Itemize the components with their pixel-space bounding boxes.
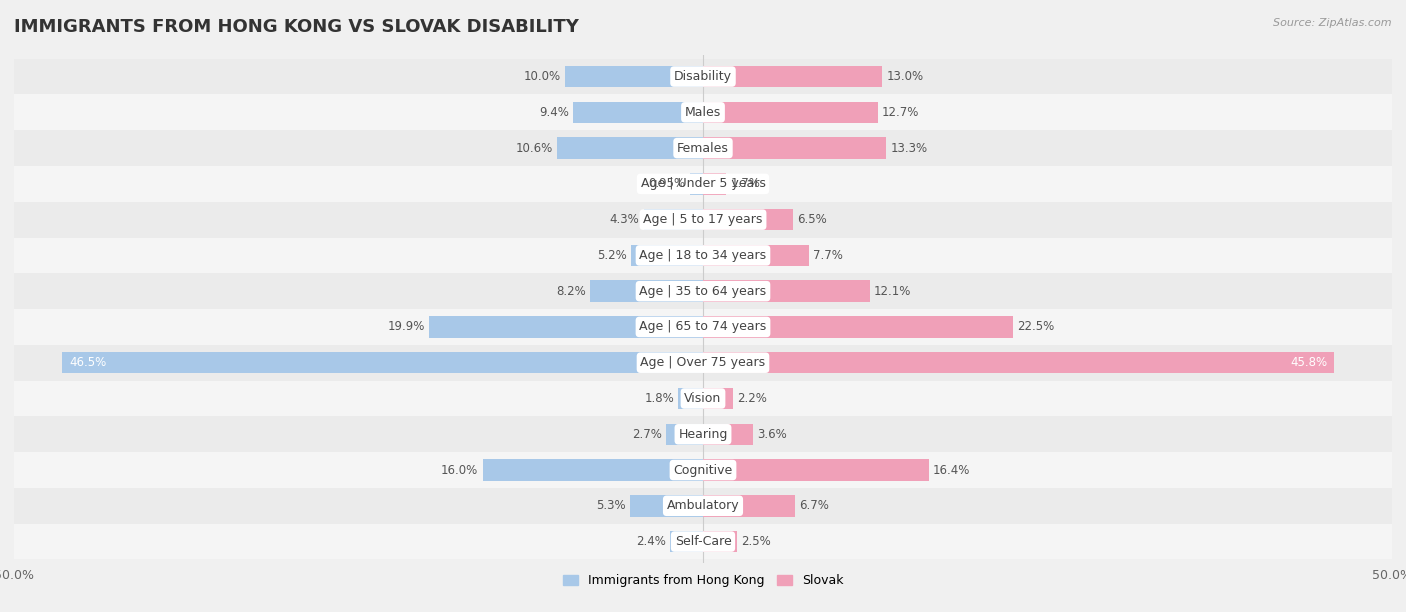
Bar [14,524,1392,559]
Text: 0.95%: 0.95% [648,177,686,190]
Bar [644,209,703,230]
Text: 2.7%: 2.7% [631,428,662,441]
Bar [14,237,1392,274]
Bar [62,352,703,373]
Bar [703,388,734,409]
Text: Hearing: Hearing [678,428,728,441]
Bar [14,345,1392,381]
Text: 5.3%: 5.3% [596,499,626,512]
Bar [14,94,1392,130]
Bar [429,316,703,338]
Bar [574,102,703,123]
Bar [666,424,703,445]
Bar [703,209,793,230]
Bar [482,459,703,481]
Text: Source: ZipAtlas.com: Source: ZipAtlas.com [1274,18,1392,28]
Text: Females: Females [678,141,728,155]
Text: 7.7%: 7.7% [813,249,844,262]
Bar [703,316,1012,338]
Bar [703,66,882,88]
Text: 4.3%: 4.3% [610,213,640,226]
Text: 10.0%: 10.0% [524,70,561,83]
Text: Age | Over 75 years: Age | Over 75 years [641,356,765,369]
Bar [631,245,703,266]
Text: 13.3%: 13.3% [890,141,928,155]
Bar [14,452,1392,488]
Text: 46.5%: 46.5% [69,356,107,369]
Text: 45.8%: 45.8% [1291,356,1327,369]
Text: 3.6%: 3.6% [756,428,786,441]
Text: 16.4%: 16.4% [934,463,970,477]
Text: 2.4%: 2.4% [636,535,666,548]
Bar [703,137,886,159]
Bar [14,274,1392,309]
Bar [14,416,1392,452]
Bar [14,309,1392,345]
Bar [14,130,1392,166]
Text: Males: Males [685,106,721,119]
Text: 1.7%: 1.7% [731,177,761,190]
Text: 22.5%: 22.5% [1017,321,1054,334]
Bar [14,381,1392,416]
Text: Age | Under 5 years: Age | Under 5 years [641,177,765,190]
Text: IMMIGRANTS FROM HONG KONG VS SLOVAK DISABILITY: IMMIGRANTS FROM HONG KONG VS SLOVAK DISA… [14,18,579,36]
Text: Vision: Vision [685,392,721,405]
Bar [690,173,703,195]
Text: 2.5%: 2.5% [741,535,772,548]
Bar [557,137,703,159]
Bar [703,531,738,552]
Bar [14,59,1392,94]
Text: 8.2%: 8.2% [557,285,586,297]
Text: 9.4%: 9.4% [540,106,569,119]
Bar [703,245,808,266]
Bar [14,202,1392,237]
Text: Age | 35 to 64 years: Age | 35 to 64 years [640,285,766,297]
Text: Age | 18 to 34 years: Age | 18 to 34 years [640,249,766,262]
Bar [703,102,877,123]
Text: 6.7%: 6.7% [800,499,830,512]
Text: 12.1%: 12.1% [875,285,911,297]
Text: 5.2%: 5.2% [598,249,627,262]
Text: Cognitive: Cognitive [673,463,733,477]
Text: Ambulatory: Ambulatory [666,499,740,512]
Text: 12.7%: 12.7% [882,106,920,119]
Bar [669,531,703,552]
Bar [565,66,703,88]
Legend: Immigrants from Hong Kong, Slovak: Immigrants from Hong Kong, Slovak [562,574,844,588]
Bar [703,280,870,302]
Text: 2.2%: 2.2% [738,392,768,405]
Bar [591,280,703,302]
Bar [703,173,727,195]
Text: 13.0%: 13.0% [886,70,924,83]
Bar [678,388,703,409]
Text: Age | 65 to 74 years: Age | 65 to 74 years [640,321,766,334]
Text: 6.5%: 6.5% [797,213,827,226]
Text: 1.8%: 1.8% [644,392,673,405]
Text: Age | 5 to 17 years: Age | 5 to 17 years [644,213,762,226]
Bar [703,495,796,517]
Bar [630,495,703,517]
Bar [14,488,1392,524]
Bar [703,459,929,481]
Text: 19.9%: 19.9% [387,321,425,334]
Bar [703,352,1334,373]
Text: Self-Care: Self-Care [675,535,731,548]
Text: 10.6%: 10.6% [516,141,553,155]
Text: 16.0%: 16.0% [441,463,478,477]
Bar [14,166,1392,202]
Text: Disability: Disability [673,70,733,83]
Bar [703,424,752,445]
